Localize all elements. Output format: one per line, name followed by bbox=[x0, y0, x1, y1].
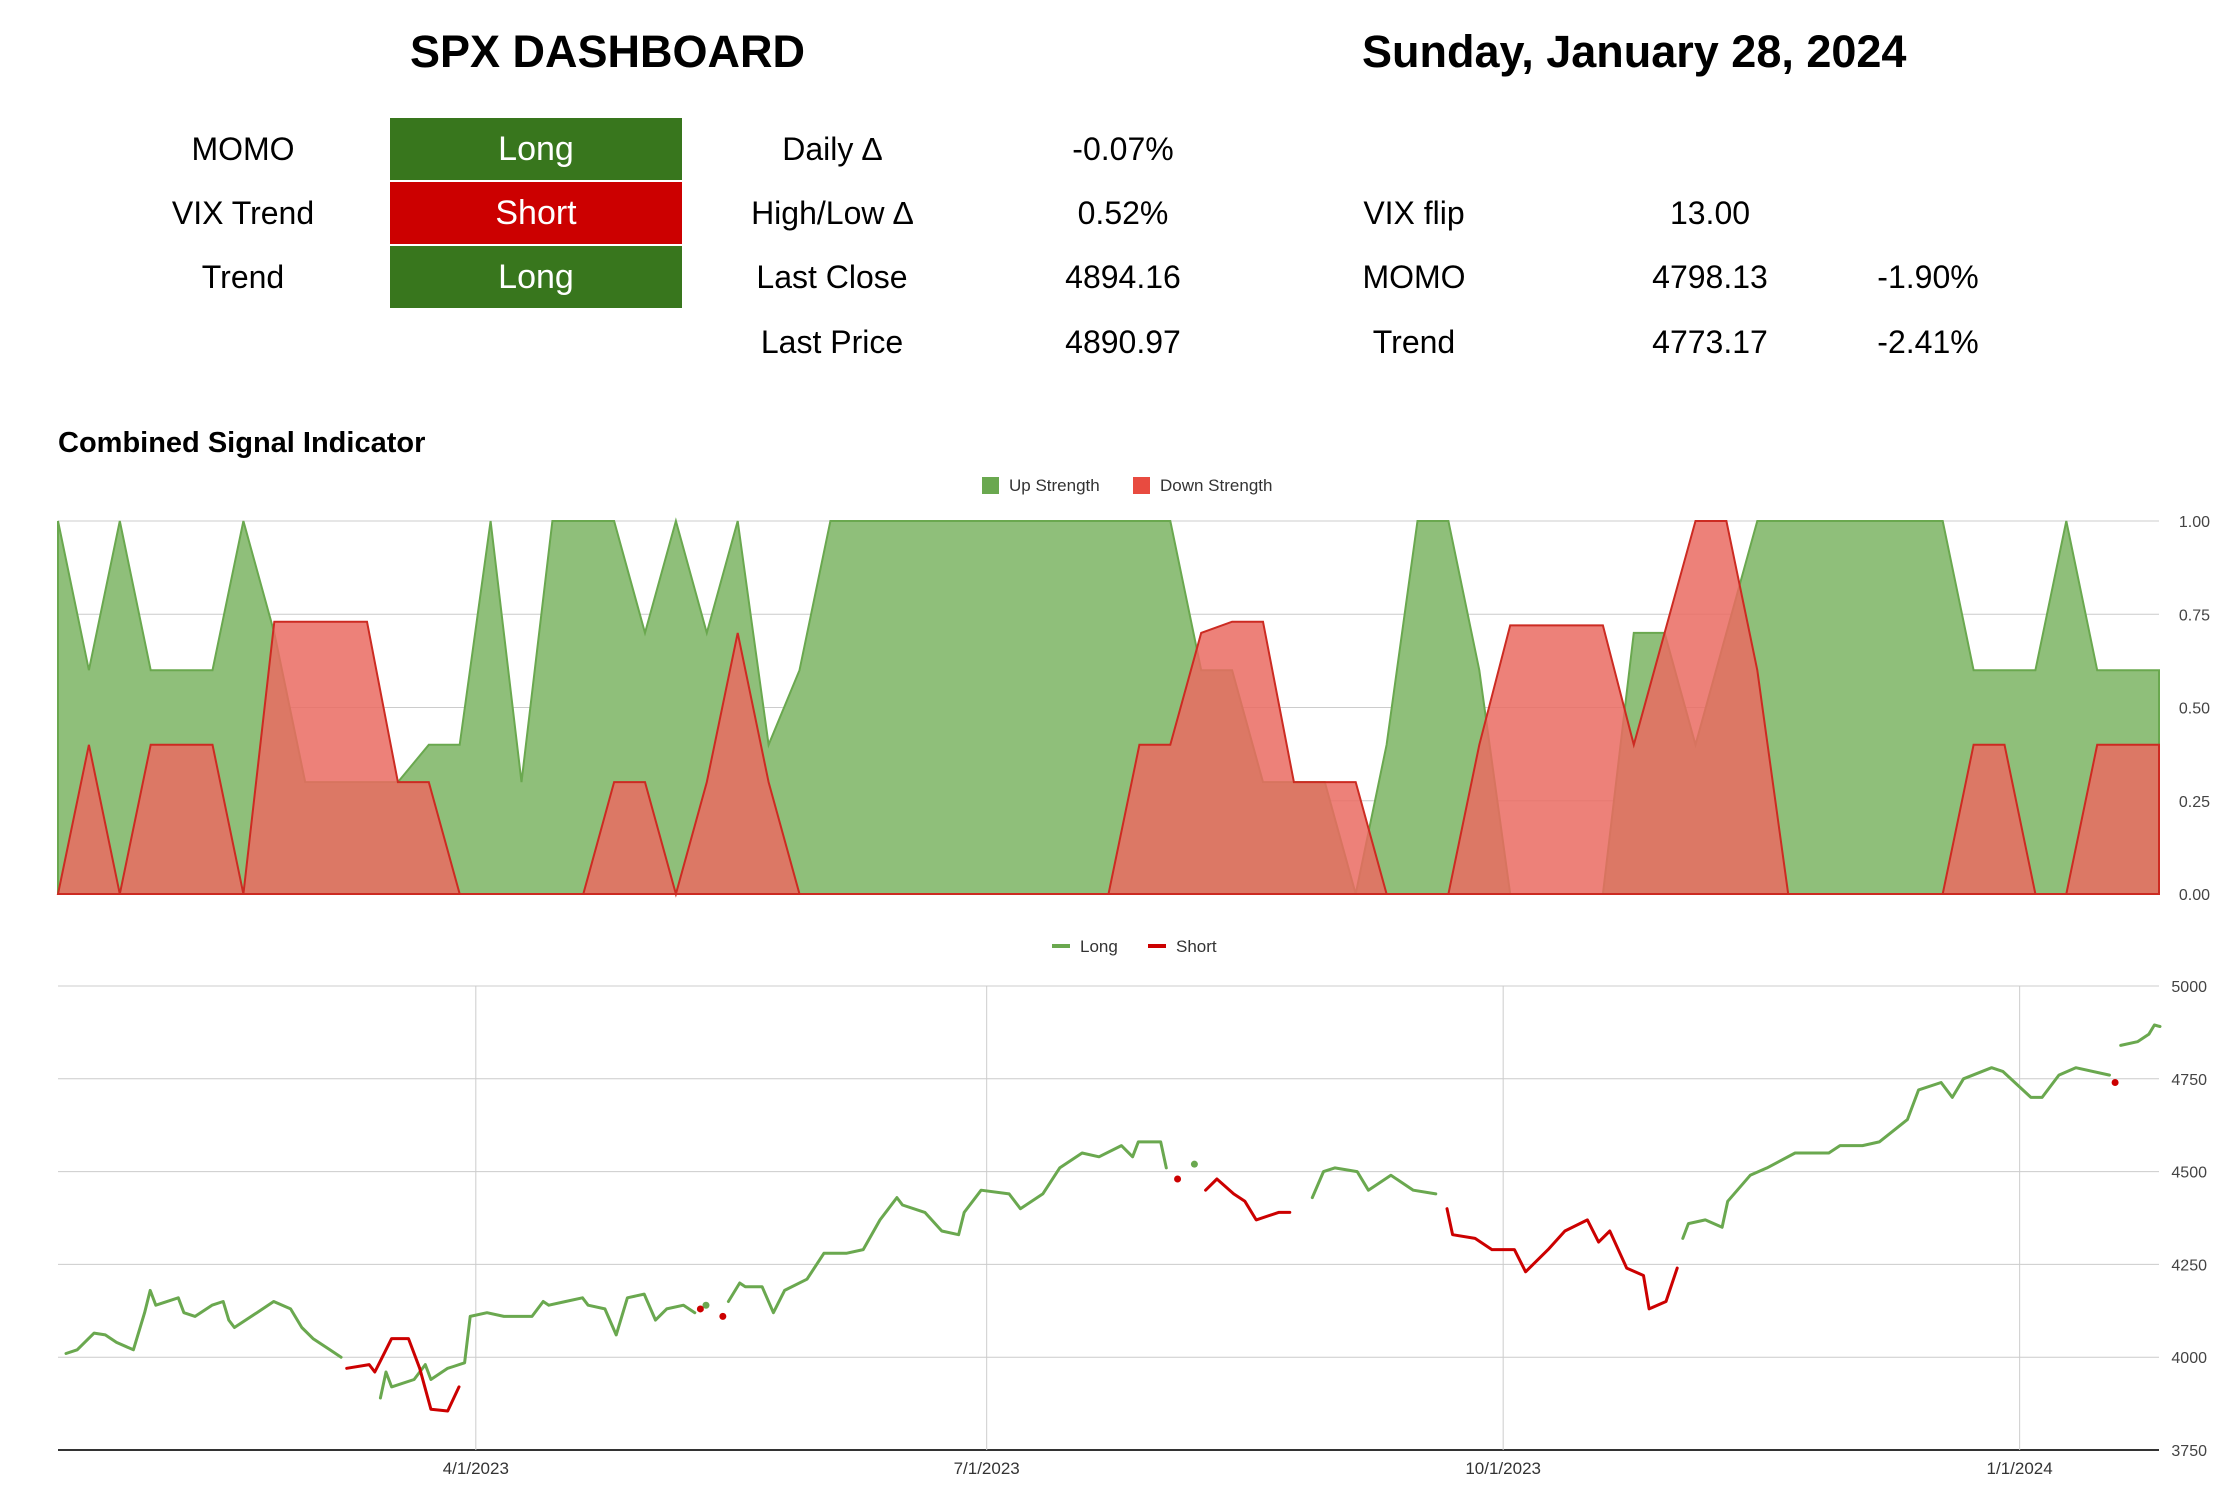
last-close-value: 4894.16 bbox=[1065, 259, 1181, 295]
high-low-delta-value: 0.52% bbox=[1077, 195, 1169, 231]
trend-pct-value: -2.41% bbox=[1877, 324, 1979, 360]
long-series-segment bbox=[64, 1288, 343, 1359]
short-point bbox=[696, 1305, 704, 1313]
high-low-delta-label: High/Low ∆ bbox=[751, 195, 913, 231]
daily-delta-value: -0.07% bbox=[1072, 131, 1174, 167]
price-line-chart: 5000 4750 4500 4250 4000 3750 4/1/2023 7/1/2023… bbox=[58, 937, 2207, 1478]
trend-signal-badge: Long bbox=[390, 246, 682, 308]
signal-area-chart: 1.00 0.75 0.50 0.25 0.00 Up Strength Down Stre… bbox=[56, 476, 2210, 904]
long-series-segment bbox=[726, 1140, 1168, 1315]
legend-down-label: Down Strength bbox=[1160, 476, 1272, 495]
long-point bbox=[1190, 1160, 1198, 1168]
price-y-tick-label: 5000 bbox=[2171, 979, 2207, 996]
vix-flip-label: VIX flip bbox=[1363, 195, 1465, 231]
daily-delta-label: Daily ∆ bbox=[782, 131, 882, 167]
short-point bbox=[719, 1312, 727, 1320]
momo-level-label: MOMO bbox=[1362, 259, 1466, 295]
price-x-tick-label: 7/1/2023 bbox=[954, 1459, 1020, 1478]
area-y-tick-label: 0.25 bbox=[2179, 794, 2210, 811]
last-close-label: Last Close bbox=[756, 259, 908, 295]
momo-level-value: 4798.13 bbox=[1652, 259, 1768, 295]
legend-up-label: Up Strength bbox=[1009, 476, 1100, 495]
dashboard-title: SPX DASHBOARD bbox=[410, 26, 806, 77]
price-x-tick-label: 10/1/2023 bbox=[1465, 1459, 1541, 1478]
dashboard-date: Sunday, January 28, 2024 bbox=[1362, 26, 1907, 77]
last-price-value: 4890.97 bbox=[1065, 324, 1181, 360]
legend-long-label: Long bbox=[1080, 937, 1118, 956]
long-series-segment bbox=[378, 1292, 697, 1400]
price-y-tick-label: 4250 bbox=[2171, 1257, 2207, 1274]
price-y-tick-label: 4000 bbox=[2171, 1350, 2207, 1367]
price-x-tick-label: 4/1/2023 bbox=[443, 1459, 509, 1478]
momo-signal-badge: Long bbox=[390, 118, 682, 180]
area-y-tick-label: 0.50 bbox=[2179, 701, 2210, 718]
area-y-tick-label: 1.00 bbox=[2179, 514, 2210, 531]
long-series-segment bbox=[1681, 1066, 2111, 1240]
price-y-tick-label: 3750 bbox=[2171, 1443, 2207, 1460]
momo-pct-value: -1.90% bbox=[1877, 259, 1979, 295]
price-y-tick-label: 4750 bbox=[2171, 1072, 2207, 1089]
short-point bbox=[1174, 1175, 1182, 1183]
price-y-tick-label: 4500 bbox=[2171, 1165, 2207, 1182]
trend-level-value: 4773.17 bbox=[1652, 324, 1768, 360]
long-series-segment bbox=[2119, 1023, 2162, 1047]
legend-short-label: Short bbox=[1176, 937, 1217, 956]
trend-signal-label: Trend bbox=[201, 259, 285, 295]
short-point bbox=[2111, 1079, 2119, 1087]
area-y-tick-label: 0.00 bbox=[2179, 887, 2210, 904]
legend-up-swatch bbox=[982, 477, 999, 494]
signal-chart-title: Combined Signal Indicator bbox=[58, 427, 426, 459]
short-series-segment bbox=[1204, 1177, 1292, 1222]
vix-trend-signal-label: VIX Trend bbox=[171, 195, 315, 231]
trend-level-label: Trend bbox=[1372, 324, 1456, 360]
momo-signal-label: MOMO bbox=[191, 131, 295, 167]
price-x-tick-label: 1/1/2024 bbox=[1987, 1459, 2053, 1478]
long-point bbox=[702, 1301, 710, 1309]
vix-flip-value: 13.00 bbox=[1669, 195, 1751, 231]
vix-trend-signal-badge: Short bbox=[390, 182, 682, 244]
last-price-label: Last Price bbox=[760, 324, 904, 360]
down-strength-area bbox=[56, 520, 2160, 898]
short-series-segment bbox=[345, 1337, 461, 1413]
legend-down-swatch bbox=[1133, 477, 1150, 494]
area-y-tick-label: 0.75 bbox=[2179, 607, 2210, 624]
long-series-segment bbox=[1310, 1166, 1438, 1200]
short-series-segment bbox=[1445, 1207, 1679, 1311]
